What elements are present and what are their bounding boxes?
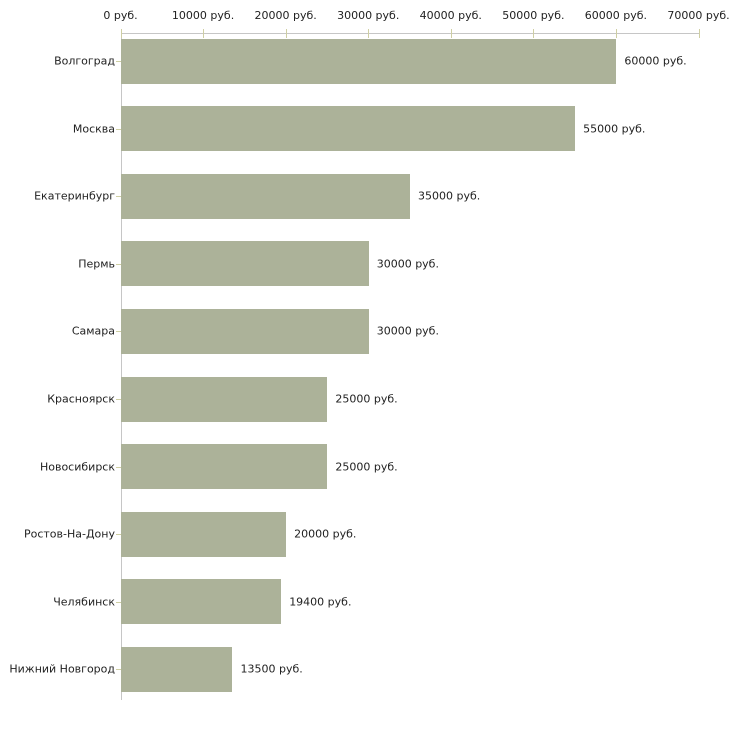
x-axis-tick-mark [203, 29, 205, 38]
category-label: Ростов-На-Дону [23, 527, 115, 541]
bar [121, 646, 233, 692]
bar [121, 308, 369, 354]
category-tick-mark [115, 196, 121, 198]
category-label: Новосибирск [39, 460, 115, 474]
x-axis-tick-label: 0 руб. [103, 9, 138, 22]
bar [121, 511, 287, 557]
category-tick-mark [115, 466, 121, 468]
x-axis-tick-label: 10000 руб. [171, 9, 235, 22]
x-axis-tick-label: 60000 руб. [584, 9, 648, 22]
value-label: 55000 руб. [583, 122, 646, 136]
category-tick-mark [115, 601, 121, 603]
bar [121, 38, 617, 84]
y-axis-line [120, 33, 122, 700]
category-tick-mark [115, 128, 121, 130]
category-label: Москва [72, 122, 115, 136]
category-label: Челябинск [53, 595, 115, 609]
value-label: 20000 руб. [294, 527, 357, 541]
category-label: Красноярск [47, 392, 115, 406]
x-axis-tick-mark [285, 29, 287, 38]
x-axis-tick-label: 30000 руб. [337, 9, 400, 22]
value-label: 25000 руб. [335, 392, 398, 406]
category-tick-mark [115, 331, 121, 333]
value-label: 30000 руб. [376, 324, 439, 338]
category-tick-mark [115, 534, 121, 536]
x-axis-tick-label: 40000 руб. [419, 9, 482, 22]
category-label: Самара [71, 324, 115, 338]
x-axis-tick-mark [698, 29, 700, 38]
category-tick-mark [115, 263, 121, 265]
x-axis-tick-mark [533, 29, 535, 38]
x-axis-tick-label: 50000 руб. [502, 9, 565, 22]
category-label: Екатеринбург [34, 189, 115, 203]
bar [121, 106, 576, 152]
x-axis-tick-mark [368, 29, 370, 38]
value-label: 35000 руб. [418, 189, 481, 203]
category-tick-mark [115, 669, 121, 671]
x-axis-tick-label: 20000 руб. [254, 9, 317, 22]
value-label: 25000 руб. [335, 460, 398, 474]
x-axis-line [120, 33, 699, 34]
value-label: 19400 руб. [289, 595, 352, 609]
category-label: Волгоград [54, 54, 115, 68]
category-label: Пермь [78, 257, 115, 271]
category-tick-mark [115, 61, 121, 62]
x-axis-tick-mark [120, 29, 122, 38]
value-label: 60000 руб. [624, 54, 687, 68]
x-axis-tick-mark [450, 29, 452, 38]
bar [121, 444, 328, 490]
value-label: 30000 руб. [376, 257, 439, 271]
bar [121, 579, 282, 625]
value-label: 13500 руб. [240, 662, 303, 676]
x-axis-tick-label: 70000 руб. [667, 9, 730, 22]
bar [121, 241, 369, 287]
bar [121, 173, 410, 219]
category-label: Нижний Новгород [9, 662, 115, 676]
category-tick-mark [115, 399, 121, 400]
x-axis-tick-mark [615, 29, 617, 38]
bar [121, 376, 328, 422]
